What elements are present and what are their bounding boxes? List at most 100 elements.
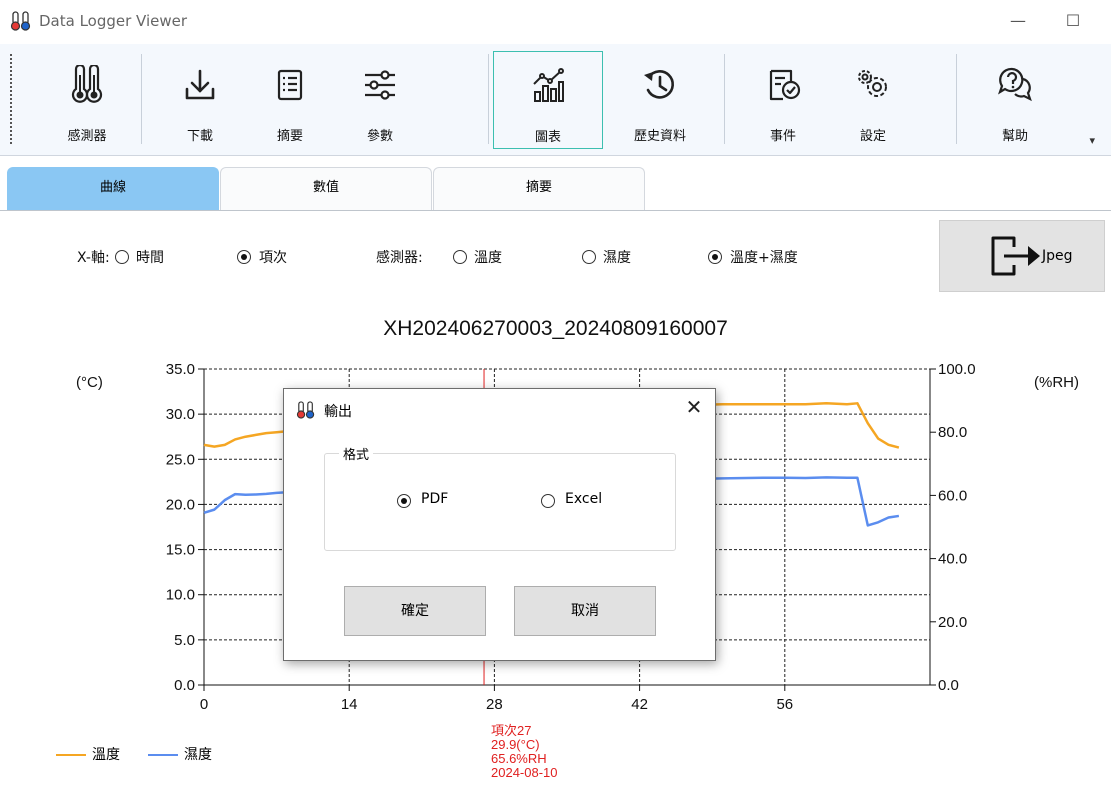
dialog-title: 輸出 <box>324 404 352 420</box>
export-jpeg-button[interactable]: Jpeg <box>939 220 1105 292</box>
y-left-tick-label: 10.0 <box>166 587 195 604</box>
cursor-index: 項次27 <box>491 723 532 738</box>
sensor-humid-label[interactable]: 濕度 <box>603 250 631 266</box>
chart-button[interactable]: 圖表 <box>493 51 603 149</box>
download-label: 下載 <box>186 129 213 144</box>
thermometers-icon <box>71 65 103 103</box>
legend-humid-label: 濕度 <box>184 747 212 763</box>
sensor-label: 感測器 <box>67 129 107 144</box>
xaxis-index-radio[interactable] <box>237 250 251 264</box>
sensor-both-radio[interactable] <box>708 250 722 264</box>
tab-summary[interactable]: 摘要 <box>433 167 645 210</box>
xaxis-time-radio[interactable] <box>115 250 129 264</box>
cursor-readout: 項次27 29.9(°C) 65.6%RH 2024-08-10 <box>491 724 558 780</box>
summary-list-icon <box>277 69 303 101</box>
xaxis-time-label[interactable]: 時間 <box>136 250 164 266</box>
event-check-icon <box>769 69 801 101</box>
help-button[interactable]: 幫助 <box>960 51 1070 149</box>
cursor-date: 2024-08-10 <box>491 765 558 780</box>
download-button[interactable]: 下載 <box>145 51 255 149</box>
download-icon <box>185 69 215 100</box>
format-group-title: 格式 <box>339 444 374 463</box>
y-left-tick-label: 25.0 <box>166 451 195 468</box>
sensor-temp-label[interactable]: 溫度 <box>474 250 502 266</box>
cancel-button[interactable]: 取消 <box>514 586 656 636</box>
y-right-tick-label: 100.0 <box>938 361 976 378</box>
legend-temp-swatch <box>56 754 86 756</box>
chart-title: XH202406270003_20240809160007 <box>383 317 728 340</box>
event-button[interactable]: 事件 <box>728 51 838 149</box>
ribbon-separator <box>141 54 142 144</box>
y-left-tick-label: 20.0 <box>166 496 195 513</box>
legend-temp-label: 溫度 <box>92 747 120 763</box>
y-left-tick-label: 15.0 <box>166 542 195 559</box>
x-tick-label: 56 <box>776 696 793 713</box>
parameters-label: 參數 <box>366 129 393 144</box>
tab-curve[interactable]: 曲線 <box>7 167 219 210</box>
y-right-tick-label: 40.0 <box>938 551 967 568</box>
format-excel-label[interactable]: Excel <box>565 491 603 507</box>
window-title: Data Logger Viewer <box>39 12 188 30</box>
legend-humid-swatch <box>148 754 178 756</box>
format-group: 格式 <box>324 444 676 551</box>
export-dialog: 輸出 ✕ 格式 PDF Excel 確定 取消 <box>283 388 716 661</box>
chart-label: 圖表 <box>534 130 561 145</box>
ribbon-separator <box>488 54 489 144</box>
y-right-unit-label: (%RH) <box>1034 374 1079 391</box>
y-left-tick-label: 35.0 <box>166 361 195 378</box>
event-label: 事件 <box>769 129 796 144</box>
title-bar: Data Logger Viewer — ☐ <box>0 0 1111 44</box>
sensor-temp-radio[interactable] <box>453 250 467 264</box>
cursor-temp: 29.9(°C) <box>491 737 540 752</box>
x-tick-label: 0 <box>200 696 208 713</box>
history-icon <box>644 70 675 99</box>
y-left-tick-label: 5.0 <box>174 632 195 649</box>
chart-icon <box>533 68 564 102</box>
sensor-humid-radio[interactable] <box>582 250 596 264</box>
ok-button[interactable]: 確定 <box>344 586 486 636</box>
format-pdf-radio[interactable] <box>397 494 411 508</box>
x-tick-label: 28 <box>486 696 503 713</box>
y-left-tick-label: 30.0 <box>166 406 195 423</box>
format-excel-radio[interactable] <box>541 494 555 508</box>
x-tick-label: 42 <box>631 696 648 713</box>
export-jpeg-label: Jpeg <box>1042 248 1073 264</box>
parameters-button[interactable]: 參數 <box>325 51 435 149</box>
sensor-button[interactable]: 感測器 <box>32 51 142 149</box>
summary-button[interactable]: 摘要 <box>235 51 345 149</box>
format-pdf-label[interactable]: PDF <box>421 491 449 507</box>
tab-values[interactable]: 數值 <box>220 167 432 210</box>
y-right-tick-label: 60.0 <box>938 487 967 504</box>
close-icon[interactable]: ✕ <box>685 395 703 419</box>
maximize-button[interactable]: ☐ <box>1065 11 1081 30</box>
series-line-temperature <box>203 402 900 449</box>
ribbon-separator <box>956 54 957 144</box>
y-right-tick-label: 80.0 <box>938 424 967 441</box>
minimize-button[interactable]: — <box>1010 11 1026 30</box>
app-thermometer-icon <box>296 401 315 419</box>
settings-button[interactable]: 設定 <box>818 51 928 149</box>
xaxis-index-label[interactable]: 項次 <box>259 250 287 266</box>
y-left-tick-label: 0.0 <box>174 677 195 694</box>
sensor-both-label[interactable]: 溫度+濕度 <box>730 250 798 266</box>
toolbar-grip[interactable] <box>10 54 13 144</box>
y-left-unit-label: (°C) <box>76 374 103 391</box>
ribbon-separator <box>724 54 725 144</box>
ribbon-toolbar: 感測器 下載 摘要 參數 <box>0 44 1111 156</box>
sliders-icon <box>365 70 395 100</box>
y-right-tick-label: 20.0 <box>938 614 967 631</box>
series-line-humidity <box>203 476 900 527</box>
sensor-select-label: 感測器: <box>376 250 423 266</box>
export-icon <box>991 236 1040 276</box>
help-chat-icon <box>998 67 1032 102</box>
xaxis-label: X-軸: <box>77 250 110 266</box>
history-label: 歷史資料 <box>633 129 686 144</box>
ribbon-overflow-icon[interactable]: ▾ <box>1089 134 1095 147</box>
y-right-tick-label: 0.0 <box>938 677 959 694</box>
help-label: 幫助 <box>1001 129 1028 144</box>
summary-label: 摘要 <box>276 129 303 144</box>
view-tabs: 曲線 數值 摘要 <box>0 167 1111 211</box>
cursor-humid: 65.6%RH <box>491 751 547 766</box>
history-button[interactable]: 歷史資料 <box>605 51 715 149</box>
x-tick-label: 14 <box>341 696 358 713</box>
